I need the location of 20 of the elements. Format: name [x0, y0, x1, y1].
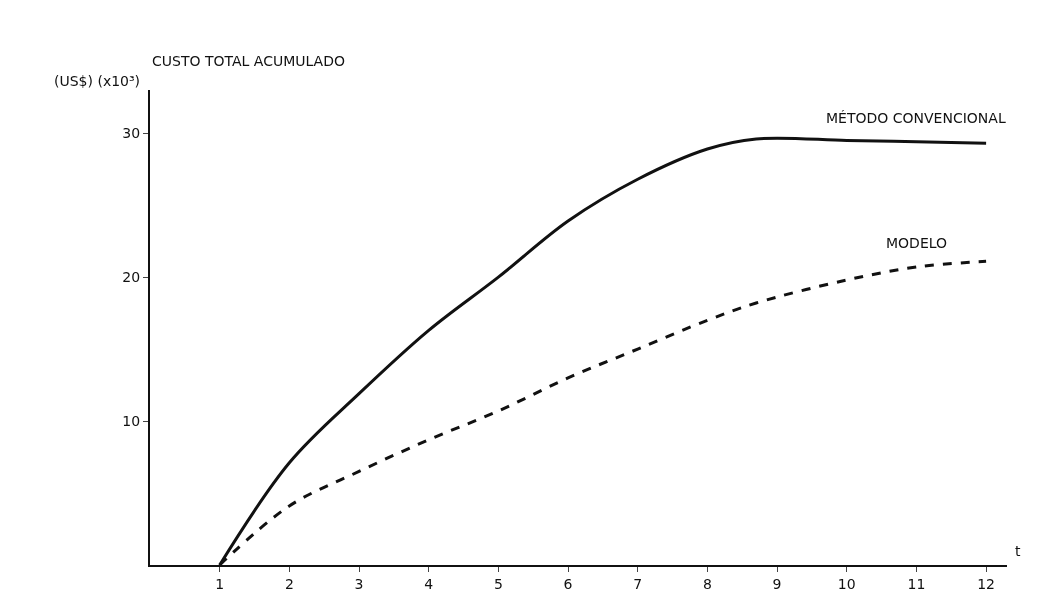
series-label: MÉTODO CONVENCIONAL: [826, 110, 1006, 126]
y-axis-title: (US$) (x10³): [54, 73, 141, 89]
x-tick-label: 2: [284, 575, 294, 592]
x-tick-label: 7: [633, 575, 643, 592]
x-tick-label: 5: [493, 575, 503, 592]
x-axis-title: t: [1015, 543, 1021, 559]
x-tick-label: 3: [354, 575, 364, 592]
y-tick-label: 20: [122, 269, 141, 286]
x-tick-label: 4: [424, 575, 434, 592]
x-tick-label: 11: [907, 575, 926, 592]
y-tick-label: 30: [122, 125, 141, 142]
y-tick-label: 10: [122, 412, 141, 429]
series-label: MODELO: [886, 235, 948, 251]
x-tick-label: 1: [215, 575, 225, 592]
x-tick-label: 8: [702, 575, 712, 592]
x-tick-label: 12: [977, 575, 996, 592]
x-tick-label: 6: [563, 575, 573, 592]
x-tick-label: 9: [772, 575, 782, 592]
chart-title: CUSTO TOTAL ACUMULADO: [152, 53, 345, 69]
x-tick-label: 10: [837, 575, 856, 592]
